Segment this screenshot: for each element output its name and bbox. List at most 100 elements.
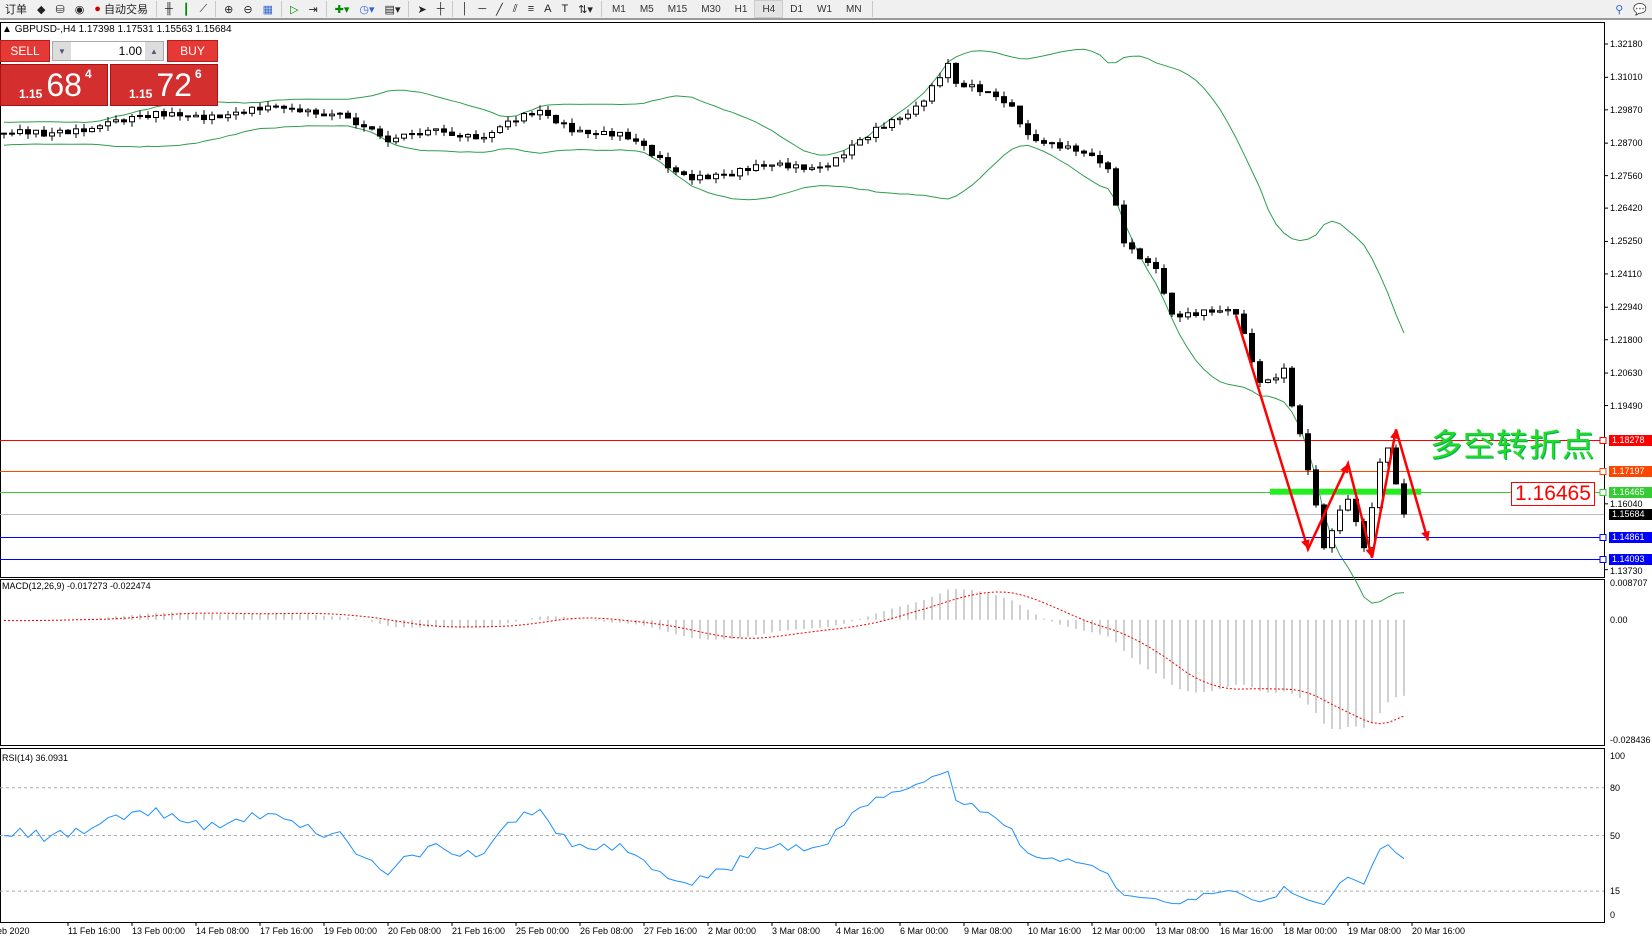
candle-body xyxy=(313,109,319,115)
bar-chart-icon[interactable]: ╫ xyxy=(165,3,173,15)
candle-body xyxy=(657,154,663,159)
price-axis-label: 1.28700 xyxy=(1610,138,1643,148)
price-axis-label: 1.16040 xyxy=(1610,499,1643,509)
chat-icon[interactable]: 💬 xyxy=(1633,3,1647,16)
indicators-icon[interactable]: ✚▾ xyxy=(334,3,350,16)
auto-trading-button[interactable]: ● 自动交易 xyxy=(89,0,153,18)
candlestick-icon[interactable]: ┃ xyxy=(182,3,190,16)
timeframe-h1[interactable]: H1 xyxy=(734,3,748,15)
candle-body xyxy=(609,130,615,137)
auto-trading-icon: ● xyxy=(94,3,101,15)
level-handle xyxy=(1599,437,1607,444)
divider xyxy=(215,1,217,17)
candle-body xyxy=(777,162,783,166)
candle-body xyxy=(585,129,591,135)
signal-icon[interactable]: ◉ xyxy=(74,3,85,16)
candle-body xyxy=(441,128,447,133)
candle-body xyxy=(1041,140,1047,144)
text-icon[interactable]: A xyxy=(544,3,552,15)
turning-point-annotation[interactable]: 多空转折点 xyxy=(1430,426,1596,464)
candle-body xyxy=(329,113,335,117)
candle-body xyxy=(9,132,15,135)
autoscroll-icon[interactable]: ▷ xyxy=(289,3,299,16)
candle-body xyxy=(1289,367,1295,407)
lots-input[interactable]: ▼ 1.00 ▲ xyxy=(52,41,164,61)
history-icon[interactable]: ◆ xyxy=(37,3,46,16)
zoom-out-icon[interactable]: ⊖ xyxy=(243,3,253,16)
candle-body xyxy=(913,105,919,115)
price-axis-label: 1.24110 xyxy=(1610,269,1642,279)
candle-body xyxy=(161,111,167,117)
timeframe-h4[interactable]: H4 xyxy=(754,0,784,18)
timeframe-d1[interactable]: D1 xyxy=(790,3,804,15)
timeframe-m1[interactable]: M1 xyxy=(611,3,626,15)
cursor-icon[interactable]: ➤ xyxy=(417,3,427,16)
lots-value[interactable]: 1.00 xyxy=(118,44,142,58)
candle-body xyxy=(601,130,607,136)
tile-windows-icon[interactable]: ▦ xyxy=(262,3,273,16)
rsi-label: RSI(14) 36.0931 xyxy=(2,753,69,763)
candle-body xyxy=(897,117,903,121)
zoom-in-icon[interactable]: ⊕ xyxy=(224,3,234,16)
candle-body xyxy=(385,135,391,143)
rsi-line xyxy=(3,770,1405,906)
candle-body xyxy=(1393,447,1399,485)
candle-body xyxy=(1185,312,1191,318)
buy-price-pips: 72 xyxy=(156,67,192,103)
date-axis-label: 3 Mar 08:00 xyxy=(772,926,821,936)
candle-body xyxy=(1121,204,1127,244)
fibonacci-icon[interactable]: ≡ xyxy=(527,3,535,15)
timeframe-m5[interactable]: M5 xyxy=(639,3,654,15)
buy-button[interactable]: BUY xyxy=(167,40,218,62)
symbol-info: ▲ GBPUSD-,H4 1.17398 1.17531 1.15563 1.1… xyxy=(2,24,232,35)
candle-body xyxy=(1369,507,1375,549)
trendline-icon[interactable]: ╱ xyxy=(496,3,503,16)
timeframe-m30[interactable]: M30 xyxy=(701,3,721,15)
candle-body xyxy=(505,120,511,128)
crosshair-icon[interactable]: ┼ xyxy=(436,3,445,15)
candle-body xyxy=(761,164,767,167)
price-axis-label: 1.26420 xyxy=(1610,203,1643,213)
timeframe-w1[interactable]: W1 xyxy=(817,3,833,15)
candle-body xyxy=(145,114,151,119)
new-order-button[interactable]: 订单 xyxy=(0,0,32,18)
chart-shift-icon[interactable]: ⇥ xyxy=(308,3,318,16)
templates-icon[interactable]: ▤▾ xyxy=(384,3,401,16)
auto-trading-label: 自动交易 xyxy=(104,4,149,16)
timeframe-m15[interactable]: M15 xyxy=(667,3,688,15)
candle-body xyxy=(977,84,983,93)
arrow-head-icon xyxy=(1301,539,1310,550)
buy-price[interactable]: 1.15 72 6 xyxy=(110,64,218,106)
candle-body xyxy=(1145,258,1151,263)
level-price-label[interactable]: 1.16465 xyxy=(1511,482,1595,506)
candle-body xyxy=(841,154,847,159)
arrows-icon[interactable]: ⇅▾ xyxy=(578,3,593,16)
sell-button[interactable]: SELL xyxy=(0,40,50,62)
vertical-line-icon[interactable]: │ xyxy=(461,3,469,15)
timeframe-mn[interactable]: MN xyxy=(846,3,862,15)
channel-icon[interactable]: ⫽ xyxy=(512,2,518,15)
horizontal-line-icon[interactable]: ─ xyxy=(478,3,487,15)
date-axis-label: 20 Feb 08:00 xyxy=(388,926,442,936)
candle-body xyxy=(529,113,535,116)
navigator-icon[interactable]: ⛁ xyxy=(55,3,65,16)
candle-body xyxy=(25,129,31,135)
text-label-icon[interactable]: T xyxy=(561,3,569,15)
candle-body xyxy=(561,122,567,125)
date-axis-label: 27 Feb 16:00 xyxy=(644,926,698,936)
periods-icon[interactable]: ◷▾ xyxy=(359,3,375,16)
candle-body xyxy=(393,137,399,143)
timeframe-bar: M1 M5 M15 M30 H1 H4 D1 W1 MN xyxy=(605,0,869,18)
candle-body xyxy=(1153,261,1159,270)
price-axis-label: 1.31010 xyxy=(1610,72,1643,82)
candle-body xyxy=(201,114,207,121)
sell-price[interactable]: 1.15 68 4 xyxy=(0,64,108,106)
candle-body xyxy=(89,127,95,133)
search-icon[interactable]: ⚲ xyxy=(1615,3,1624,16)
lots-decrease-icon[interactable]: ▼ xyxy=(53,42,71,60)
line-chart-icon[interactable]: ⟋ xyxy=(199,2,208,15)
lots-increase-icon[interactable]: ▲ xyxy=(145,42,163,60)
level-price-tag: 1.14861 xyxy=(1609,532,1652,543)
candle-body xyxy=(633,138,639,142)
